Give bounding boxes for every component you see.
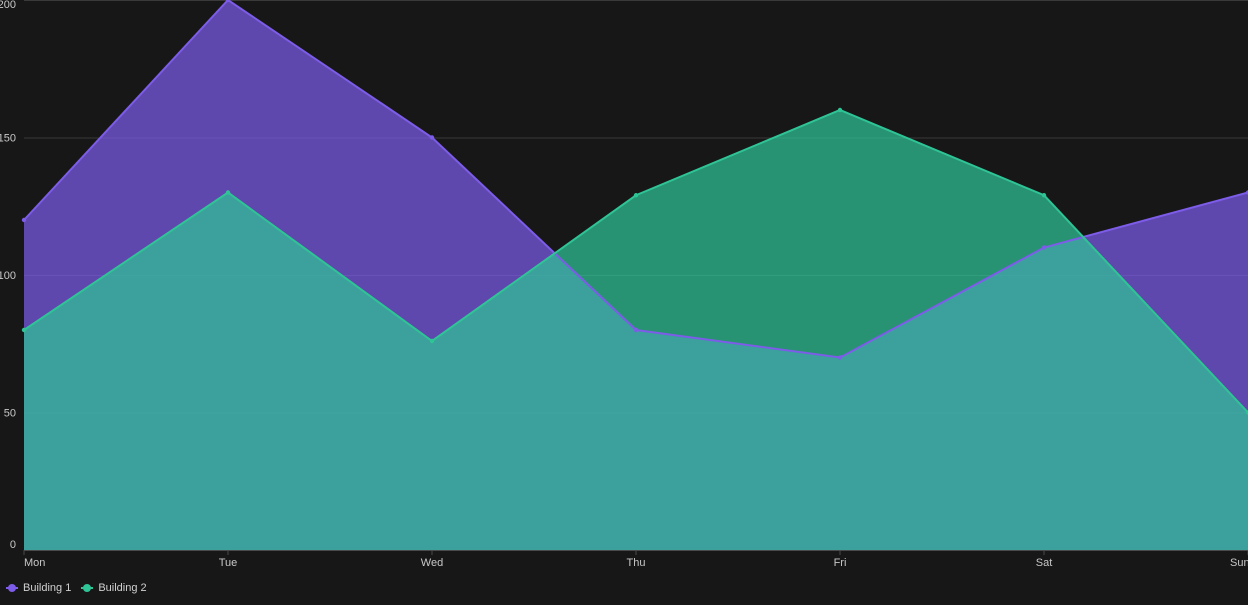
x-tick-label: Sun: [1230, 557, 1248, 569]
point-building-1-tue[interactable]: [225, 0, 231, 3]
point-building-1-thu[interactable]: [633, 327, 639, 333]
point-building-1-fri[interactable]: [837, 355, 843, 360]
point-building-2-fri[interactable]: [837, 107, 843, 113]
point-building-1-sat[interactable]: [1041, 245, 1047, 250]
point-building-1-sun[interactable]: [1245, 190, 1248, 195]
point-building-1-wed[interactable]: [429, 135, 435, 140]
legend-swatch-building-2: [81, 583, 94, 593]
y-tick-label: 100: [0, 270, 16, 282]
legend-item-building-1[interactable]: Building 1: [6, 582, 71, 594]
point-building-2-sun[interactable]: [1245, 410, 1248, 415]
point-building-2-tue[interactable]: [225, 190, 231, 195]
legend-swatch-building-1: [6, 583, 18, 593]
legend-label-building-2: Building 2: [98, 582, 147, 594]
point-building-2-thu[interactable]: [633, 193, 639, 198]
x-tick-label: Tue: [219, 557, 238, 569]
point-building-2-wed[interactable]: [429, 338, 435, 344]
legend: Building 1 Building 2: [6, 582, 147, 594]
area-layer: [24, 0, 1248, 550]
y-tick-label: 200: [0, 0, 16, 11]
point-building-1-mon[interactable]: [21, 217, 27, 223]
legend-label-building-1: Building 1: [23, 582, 72, 594]
x-tick-label: Thu: [627, 557, 646, 569]
x-tick-label: Fri: [834, 557, 847, 569]
point-building-2-mon[interactable]: [21, 327, 27, 333]
point-building-2-sat[interactable]: [1041, 193, 1047, 198]
y-tick-label: 50: [4, 408, 16, 420]
x-tick-label: Sat: [1036, 557, 1053, 569]
x-tick-label: Mon: [24, 557, 45, 569]
point-layer: [21, 0, 1248, 415]
x-tick-label: Wed: [421, 557, 443, 569]
y-tick-label: 0: [10, 539, 16, 551]
legend-item-building-2[interactable]: Building 2: [81, 582, 147, 594]
axis-layer: 0 50 100 150 200 Mon Tue Wed Thu Fri Sat Sun: [0, 0, 1248, 569]
y-tick-label: 150: [0, 133, 16, 145]
